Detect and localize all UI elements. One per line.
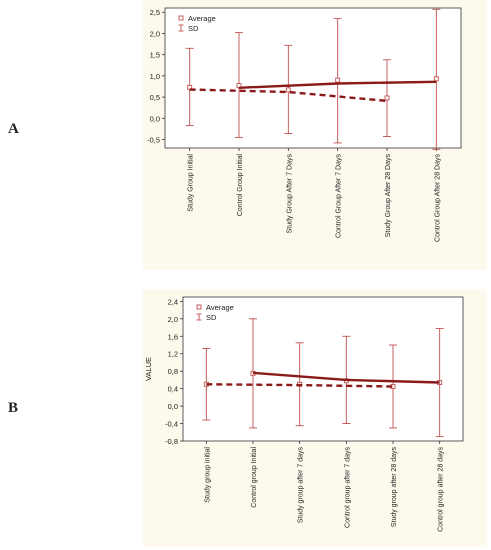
- mean-marker: [433, 76, 439, 82]
- y-tick-label: 0,0: [168, 402, 178, 411]
- y-tick-label: 0,5: [150, 93, 160, 102]
- y-tick-label: 2,0: [168, 315, 178, 324]
- legend-average-marker: [178, 15, 184, 21]
- x-tick-label: Study Group After 28 Days: [385, 154, 392, 238]
- plot-area: [164, 7, 462, 149]
- x-tick-label: Control group after 28 days: [438, 447, 445, 532]
- y-tick-label: 1,0: [150, 72, 160, 81]
- y-tick-label: 1,2: [168, 350, 178, 359]
- x-tick-label: Study group after 28 days: [391, 447, 398, 528]
- series-line-study: [189, 88, 388, 103]
- x-tick-label: Study group after 7 days: [298, 447, 305, 524]
- legend-average-label: Average: [206, 303, 234, 312]
- y-tick-label: 1,6: [168, 332, 178, 341]
- series-line-control: [252, 371, 440, 384]
- mean-marker: [187, 84, 193, 90]
- y-tick-label: 0,0: [150, 114, 160, 123]
- x-tick-label: Study Group Initial: [188, 154, 195, 212]
- panel-label-b: B: [8, 400, 19, 416]
- mean-marker: [285, 87, 291, 93]
- y-tick-label: 2,4: [168, 297, 178, 306]
- y-tick-label: -0,8: [165, 437, 178, 446]
- y-tick-label: -0,4: [165, 420, 178, 429]
- y-tick-label: 0,4: [168, 385, 178, 394]
- y-tick-label: 1,5: [150, 51, 160, 60]
- legend-average-marker: [196, 304, 202, 310]
- x-tick-label: Control Group After 7 Days: [336, 154, 343, 239]
- y-tick-label: 2,5: [150, 8, 160, 17]
- series-line-control: [238, 80, 437, 89]
- legend-sd-label: SD: [188, 24, 199, 33]
- x-tick-label: Control Group After 28 Days: [434, 154, 441, 242]
- y-tick-label: -0,5: [147, 136, 160, 145]
- y-tick-label: 0,8: [168, 367, 178, 376]
- plot-area: [182, 296, 464, 442]
- legend-average-label: Average: [188, 14, 216, 23]
- series-line-study: [206, 383, 394, 388]
- x-tick-label: Control group after 7 days: [344, 447, 351, 528]
- x-tick-label: Study Group After 7 Days: [286, 154, 293, 234]
- y-axis-label: VALUE: [144, 357, 153, 381]
- x-tick-label: Control group Initial: [251, 447, 258, 508]
- x-tick-label: Control Group Initial: [237, 154, 244, 217]
- x-tick-label: Study group initial: [204, 447, 211, 503]
- panel-label-a: A: [8, 121, 19, 137]
- mean-marker: [335, 77, 341, 83]
- legend-sd-label: SD: [206, 313, 217, 322]
- mean-marker: [384, 95, 390, 101]
- y-tick-label: 2,0: [150, 29, 160, 38]
